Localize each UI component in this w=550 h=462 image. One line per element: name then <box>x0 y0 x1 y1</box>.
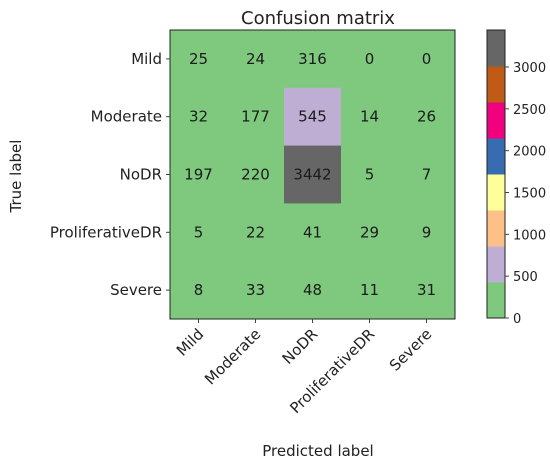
heatmap-cell <box>170 203 228 262</box>
cell-value-label: 29 <box>360 223 379 241</box>
heatmap-cells: 25 24 316 0 0 32 177 545 14 26 197 220 3442 5 7 5 22 41 29… <box>170 30 456 320</box>
cell-value-label: 3442 <box>293 166 331 184</box>
cell-value-label: 316 <box>298 50 327 68</box>
heatmap-cell <box>284 30 342 89</box>
heatmap-cell <box>284 261 342 320</box>
cell-value-label: 177 <box>241 108 270 126</box>
colorbar-tick-label: 500 <box>513 270 538 285</box>
heatmap-cell <box>170 30 228 89</box>
y-tick-label: Mild <box>131 50 162 68</box>
y-tick-label: ProliferativeDR <box>50 223 162 241</box>
heatmap-cell <box>341 261 399 320</box>
y-tick-label: Severe <box>110 281 162 299</box>
colorbar-segment <box>487 282 505 319</box>
cell-value-label: 9 <box>422 223 432 241</box>
heatmap-cell <box>341 203 399 262</box>
cell-value-label: 41 <box>303 223 322 241</box>
colorbar-frame <box>486 29 506 319</box>
colorbar-segment <box>487 138 505 175</box>
heatmap-cell <box>398 145 456 204</box>
cell-value-label: 11 <box>360 281 379 299</box>
heatmap-cell <box>227 87 285 147</box>
x-tick-label: Severe <box>386 325 435 374</box>
heatmap-cell <box>284 203 342 262</box>
colorbar-segment <box>487 174 505 211</box>
cell-value-label: 14 <box>360 108 379 126</box>
cell-value-label: 0 <box>422 50 432 68</box>
heatmap-cell <box>170 87 228 147</box>
cell-value-label: 48 <box>303 281 322 299</box>
heatmap-cell <box>227 203 285 262</box>
heatmap-cell <box>227 261 285 320</box>
cell-value-label: 22 <box>246 223 265 241</box>
colorbar-segment <box>487 66 505 103</box>
cell-value-label: 24 <box>246 50 265 68</box>
cell-value-label: 220 <box>241 166 270 184</box>
heatmap-cell <box>398 87 456 147</box>
cell-value-label: 5 <box>194 223 204 241</box>
heatmap-cell <box>341 30 399 89</box>
cell-value-label: 26 <box>417 108 436 126</box>
colorbar-tick-label: 2000 <box>513 145 546 160</box>
cell-value-label: 31 <box>417 281 436 299</box>
colorbar-segment <box>487 102 505 139</box>
heatmap-cell <box>398 30 456 89</box>
x-tick-label: NoDR <box>279 325 322 368</box>
chart-title: Confusion matrix <box>241 8 395 29</box>
x-tick-label: Mild <box>173 325 208 360</box>
heatmap-cell <box>227 145 285 204</box>
colorbar: 0 500 1000 1500 2000 2500 3000 <box>486 29 546 327</box>
heatmap-cell <box>398 203 456 262</box>
cell-value-label: 5 <box>365 166 375 184</box>
y-axis-label: True label <box>7 140 25 214</box>
y-tick-labels: Mild Moderate NoDR ProliferativeDR Severe <box>50 50 170 299</box>
cell-value-label: 545 <box>298 108 327 126</box>
heatmap-cell <box>341 145 399 204</box>
heatmap-cell <box>227 30 285 89</box>
colorbar-segment <box>487 210 505 247</box>
cell-value-label: 8 <box>194 281 204 299</box>
cell-value-label: 25 <box>189 50 208 68</box>
colorbar-tick-label: 0 <box>513 312 521 327</box>
x-axis-label: Predicted label <box>262 442 373 460</box>
y-tick-label: NoDR <box>120 166 162 184</box>
colorbar-tick-label: 1500 <box>513 186 546 201</box>
colorbar-tick-label: 1000 <box>513 228 546 243</box>
heatmap-cell <box>170 145 228 204</box>
heatmap-cell <box>170 261 228 320</box>
heatmap-cell <box>398 261 456 320</box>
heatmap-cell <box>284 145 342 204</box>
cell-value-label: 0 <box>365 50 375 68</box>
cell-value-label: 197 <box>184 166 213 184</box>
y-tick-label: Moderate <box>91 108 162 126</box>
cell-value-label: 7 <box>422 166 432 184</box>
heatmap-cell <box>341 87 399 147</box>
cell-value-label: 32 <box>189 108 208 126</box>
colorbar-tick-label: 2500 <box>513 103 546 118</box>
heatmap-cell <box>284 87 342 147</box>
x-tick-label: Moderate <box>201 325 264 388</box>
colorbar-segment <box>487 246 505 283</box>
colorbar-segment <box>487 30 505 67</box>
colorbar-tick-label: 3000 <box>513 61 546 76</box>
cell-value-label: 33 <box>246 281 265 299</box>
